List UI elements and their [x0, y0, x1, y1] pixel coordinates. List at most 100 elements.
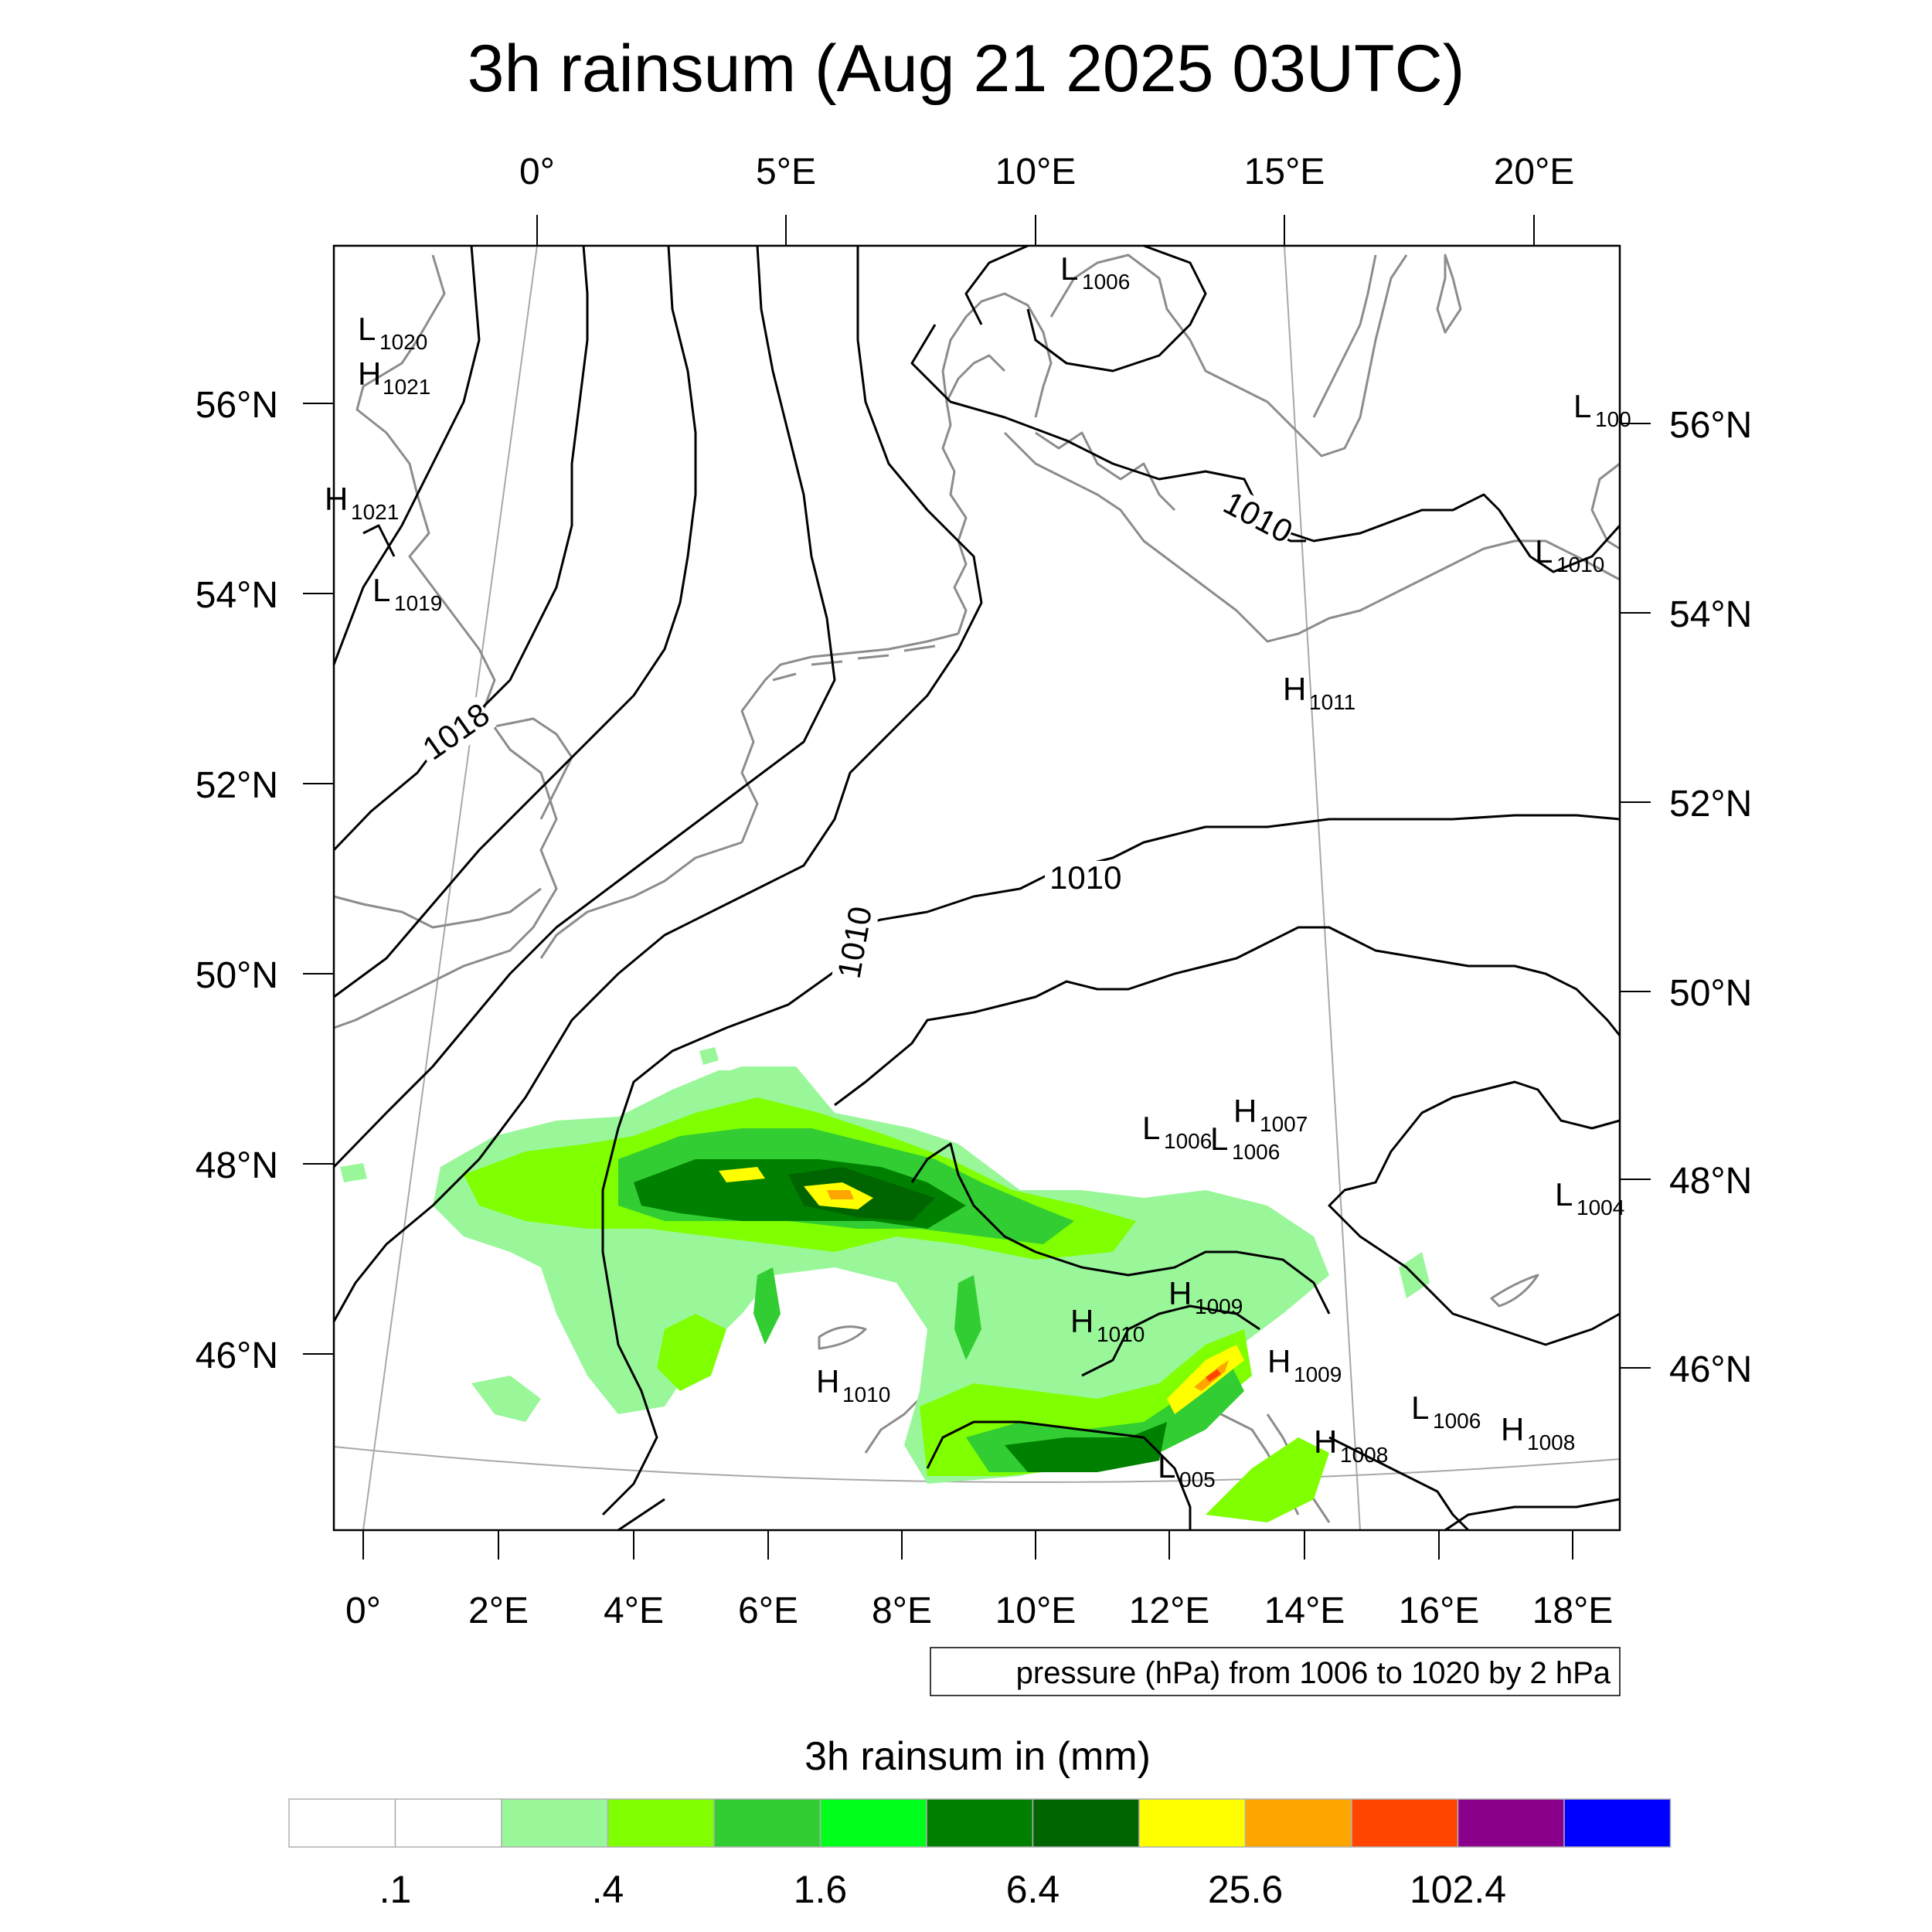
- rain-lime-alps: [657, 1314, 726, 1391]
- rain-light-spot-4: [471, 1376, 541, 1422]
- svg-text:L: L: [1158, 1448, 1175, 1485]
- isobar-southwest: [617, 1498, 665, 1532]
- coast-benelux: [740, 632, 959, 843]
- svg-text:1007: 1007: [1260, 1112, 1308, 1136]
- svg-text:1008: 1008: [1527, 1430, 1575, 1454]
- svg-text:L: L: [1555, 1176, 1573, 1213]
- pressure-center: H 1009: [1267, 1343, 1342, 1386]
- pressure-center: H 1009: [1168, 1275, 1243, 1318]
- left-lat-labels: 56°N 54°N 52°N 50°N 48°N 46°N: [196, 385, 278, 1376]
- isobar-1010-main: [601, 814, 1621, 1516]
- pressure-center: L 005: [1158, 1448, 1216, 1492]
- isobar-low-ring: [964, 244, 1207, 372]
- isobar-uk-small: [362, 524, 396, 557]
- coast-sweden-south: [1049, 253, 1408, 457]
- pressure-center: H 1010: [1070, 1303, 1145, 1346]
- colorbar-swatch: [1563, 1798, 1672, 1848]
- coast-germany-baltic: [1003, 431, 1621, 643]
- svg-text:1010: 1010: [1049, 859, 1121, 896]
- rain-yellow-2: [719, 1167, 765, 1182]
- colorbar-swatch: [1457, 1798, 1565, 1848]
- pressure-center: L 1006: [1142, 1110, 1212, 1153]
- svg-text:L: L: [1535, 533, 1553, 570]
- svg-text:L: L: [1210, 1121, 1228, 1157]
- svg-text:H: H: [325, 481, 348, 517]
- lon-label-bottom: 16°E: [1399, 1590, 1480, 1631]
- isobar-alps-3: [926, 1420, 1192, 1530]
- colorbar-swatch: [1351, 1798, 1459, 1848]
- colorbar-labels: .1 .4 1.6 6.4 25.6 102.4: [379, 1868, 1506, 1911]
- svg-text:1006: 1006: [1232, 1140, 1280, 1164]
- isobar-southeast: [1444, 1498, 1621, 1532]
- rain-darkgreen-south: [1005, 1422, 1167, 1472]
- lon-label-top: 15°E: [1244, 151, 1325, 192]
- colorbar-label: .4: [592, 1868, 624, 1911]
- lat-label-left: 50°N: [196, 955, 278, 996]
- svg-text:1004: 1004: [1577, 1196, 1624, 1219]
- isobar-1008-south: [834, 926, 1621, 1107]
- isobar-labels: 1010 1018 1010 1010: [413, 483, 1298, 986]
- isobar-low-east: [1328, 1080, 1621, 1346]
- svg-text:1009: 1009: [1195, 1294, 1243, 1318]
- lon-label-bottom: 10°E: [995, 1590, 1077, 1631]
- coast-england-tip: [494, 717, 573, 820]
- lon-label-top: 0°: [519, 151, 555, 192]
- colorbar-swatch: [713, 1798, 821, 1848]
- lon-label-bottom: 18°E: [1532, 1590, 1614, 1631]
- lon-label-bottom: 0°: [345, 1590, 381, 1631]
- coastlines: [333, 253, 1621, 1523]
- colorbar-swatch: [1032, 1798, 1140, 1848]
- svg-text:1019: 1019: [394, 591, 442, 615]
- coast-netherlands-islands: [772, 645, 936, 682]
- colorbar-label: 1.6: [794, 1868, 848, 1911]
- svg-text:L: L: [358, 311, 376, 347]
- colorbar-label: 102.4: [1410, 1868, 1506, 1911]
- colorbar-swatch: [819, 1798, 927, 1848]
- colorbar-label: .1: [379, 1868, 412, 1911]
- pressure-center: H 1008: [1314, 1423, 1388, 1467]
- colorbar-swatch: [394, 1798, 502, 1848]
- lon-label-bottom: 6°E: [738, 1590, 798, 1631]
- pressure-center: L 1006: [1411, 1389, 1481, 1433]
- svg-text:L: L: [372, 572, 390, 608]
- svg-text:H: H: [816, 1363, 839, 1400]
- coast-gotland: [1436, 253, 1462, 334]
- colorbar: [288, 1798, 1672, 1848]
- map-frame: [332, 244, 1621, 1532]
- coast-germany-north: [941, 354, 1006, 634]
- lat-label-left: 48°N: [196, 1145, 278, 1186]
- contour-info-box: pressure (hPa) from 1006 to 1020 by 2 hP…: [930, 1647, 1621, 1696]
- colorbar-label: 6.4: [1006, 1868, 1060, 1911]
- lat-label-left: 46°N: [196, 1335, 278, 1376]
- svg-text:005: 005: [1179, 1468, 1216, 1492]
- coast-denmark-islands: [1035, 431, 1176, 512]
- lake-geneva: [818, 1325, 867, 1350]
- pressure-center: H 1008: [1501, 1411, 1575, 1454]
- coast-baltic-east: [1590, 462, 1621, 550]
- isobar-1: [332, 245, 481, 665]
- rain-red-1: [1206, 1369, 1221, 1382]
- isobar-5: [332, 246, 983, 1322]
- svg-text:1008: 1008: [1340, 1443, 1388, 1467]
- colorbar-swatch: [607, 1798, 715, 1848]
- isobar-adriatic: [1328, 1436, 1470, 1532]
- pressure-center: L 1004: [1555, 1176, 1624, 1219]
- colorbar-swatch: [1138, 1798, 1247, 1848]
- svg-text:1011: 1011: [1309, 690, 1355, 714]
- svg-text:H: H: [1267, 1343, 1291, 1379]
- svg-text:1009: 1009: [1294, 1362, 1342, 1386]
- lon-label-top: 5°E: [756, 151, 816, 192]
- lat-label-right: 48°N: [1669, 1161, 1752, 1202]
- svg-text:H: H: [1283, 671, 1306, 707]
- contour-info-frame: [930, 1647, 1621, 1696]
- isobar-label-center: 1010: [1045, 859, 1122, 896]
- parallel-45n: [333, 1446, 1621, 1483]
- colorbar-swatch: [288, 1798, 396, 1848]
- lon-label-bottom: 14°E: [1264, 1590, 1345, 1631]
- right-lat-labels: 56°N 54°N 52°N 50°N 48°N 46°N: [1669, 405, 1752, 1390]
- tick-marks: [303, 215, 1651, 1560]
- pressure-center: L 1019: [372, 572, 442, 615]
- lat-label-right: 54°N: [1669, 594, 1752, 635]
- pressure-center: L 1006: [1210, 1121, 1280, 1164]
- svg-text:1021: 1021: [383, 375, 430, 399]
